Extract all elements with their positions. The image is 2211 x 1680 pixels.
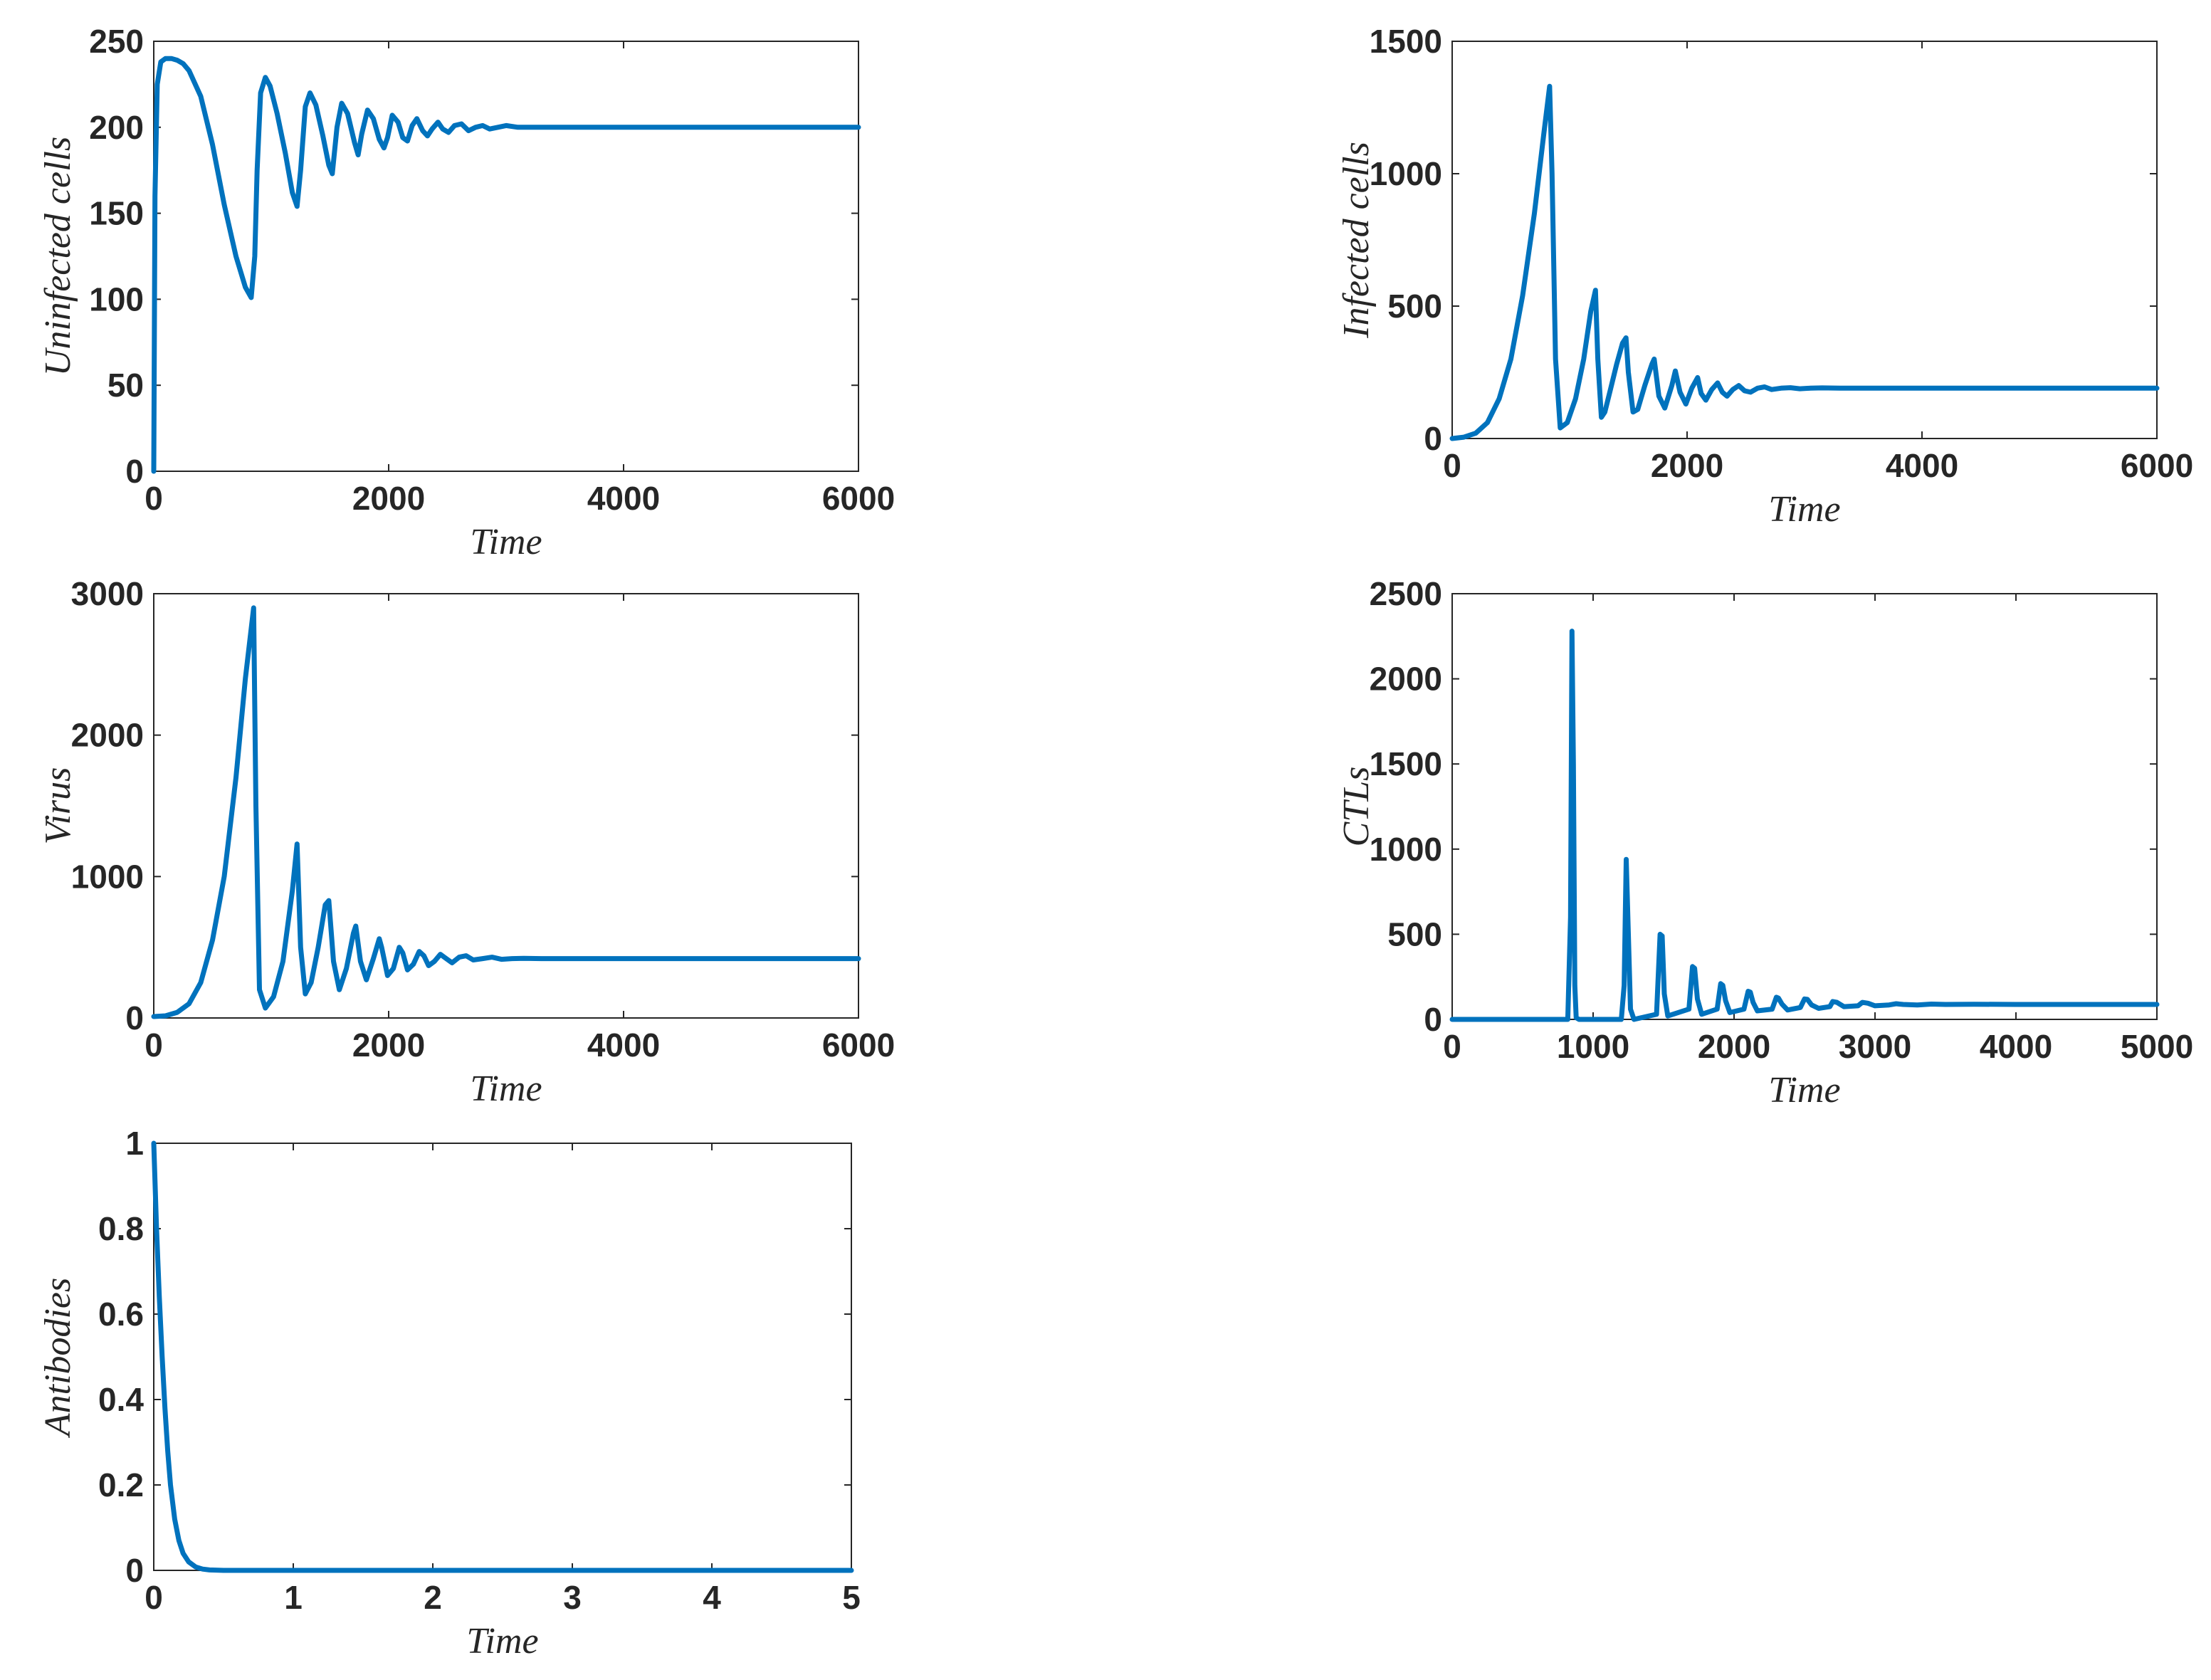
infected-cells-x-axis-label: Time bbox=[1768, 489, 1840, 530]
infected-cells-plot-frame bbox=[1451, 41, 2158, 439]
ctls-y-tick-label: 0 bbox=[1424, 1001, 1442, 1038]
ctls-y-tick-label: 1000 bbox=[1370, 831, 1442, 868]
antibodies-plot-frame bbox=[153, 1143, 852, 1571]
virus-x-tick-label: 2000 bbox=[352, 1027, 425, 1064]
virus-x-tick-label: 0 bbox=[145, 1027, 163, 1064]
infected-cells-y-axis-label: Infected cells bbox=[1336, 142, 1377, 339]
virus-plot-frame bbox=[153, 593, 859, 1019]
infected-cells-y-tick-label: 0 bbox=[1424, 420, 1442, 457]
ctls-x-axis-label: Time bbox=[1768, 1070, 1840, 1111]
virus-y-tick-label: 1000 bbox=[71, 858, 144, 895]
ctls-x-tick-label: 0 bbox=[1443, 1028, 1461, 1065]
ctls-y-tick-label: 2500 bbox=[1370, 575, 1442, 612]
antibodies-y-tick-label: 0.2 bbox=[98, 1466, 144, 1503]
uninfected-cells-y-tick-label: 0 bbox=[125, 453, 144, 490]
virus-y-tick-label: 3000 bbox=[71, 575, 144, 612]
infected-cells-y-tick-label: 500 bbox=[1387, 288, 1442, 325]
infected-cells-panel: 0 2000 4000 6000 0 500 1000 1500 Time Infected ce… bbox=[1336, 23, 2193, 530]
virus-y-axis-label: Virus bbox=[38, 767, 78, 845]
ctls-x-tick-label: 2000 bbox=[1698, 1028, 1770, 1065]
infected-cells-x-tick-label: 6000 bbox=[2121, 447, 2193, 484]
uninfected-cells-y-tick-label: 150 bbox=[89, 195, 144, 232]
infected-cells-x-tick-label: 2000 bbox=[1651, 447, 1723, 484]
virus-series-line bbox=[151, 605, 861, 1019]
virus-y-tick-label: 0 bbox=[125, 999, 144, 1036]
uninfected-cells-y-axis-label: Uninfected cells bbox=[38, 137, 78, 376]
infected-cells-x-tick-label: 4000 bbox=[1886, 447, 1958, 484]
ctls-x-tick-label: 4000 bbox=[1980, 1028, 2052, 1065]
virus-panel: 0 2000 4000 6000 0 1000 2000 3000 Time Virus bbox=[38, 575, 895, 1109]
virus-x-axis-label: Time bbox=[470, 1069, 542, 1109]
uninfected-cells-y-tick-label: 50 bbox=[107, 367, 144, 404]
ctls-y-tick-label: 2000 bbox=[1370, 661, 1442, 698]
uninfected-cells-y-tick-label: 250 bbox=[89, 23, 144, 60]
antibodies-series-line bbox=[151, 1140, 854, 1573]
uninfected-cells-x-tick-label: 6000 bbox=[822, 480, 895, 517]
ctls-y-axis-label: CTLs bbox=[1336, 767, 1377, 847]
uninfected-cells-x-tick-label: 0 bbox=[145, 480, 163, 517]
antibodies-y-tick-label: 0.8 bbox=[98, 1210, 144, 1247]
uninfected-cells-series-line bbox=[151, 56, 861, 474]
antibodies-x-axis-label: Time bbox=[466, 1621, 538, 1661]
infected-cells-series-line bbox=[1449, 83, 2160, 441]
virus-x-tick-label: 4000 bbox=[587, 1027, 660, 1064]
antibodies-y-tick-label: 0.6 bbox=[98, 1296, 144, 1333]
ctls-x-tick-label: 3000 bbox=[1839, 1028, 1911, 1065]
antibodies-y-tick-label: 0.4 bbox=[98, 1381, 144, 1418]
ctls-x-tick-label: 1000 bbox=[1557, 1028, 1629, 1065]
antibodies-x-tick-label: 2 bbox=[424, 1579, 442, 1616]
uninfected-cells-x-tick-label: 2000 bbox=[352, 480, 425, 517]
infected-cells-y-tick-label: 1500 bbox=[1370, 23, 1442, 60]
uninfected-cells-y-tick-label: 100 bbox=[89, 280, 144, 317]
infected-cells-y-tick-label: 1000 bbox=[1370, 155, 1442, 192]
infected-cells-x-tick-label: 0 bbox=[1443, 447, 1461, 484]
uninfected-cells-y-tick-label: 200 bbox=[89, 109, 144, 146]
antibodies-x-tick-label: 5 bbox=[842, 1579, 861, 1616]
antibodies-y-axis-label: Antibodies bbox=[38, 1278, 78, 1438]
antibodies-x-tick-label: 1 bbox=[284, 1579, 303, 1616]
uninfected-cells-x-tick-label: 4000 bbox=[587, 480, 660, 517]
antibodies-panel: 0 1 2 3 4 5 0 0.2 0.4 0.6 0.8 1 Time Antibodies bbox=[38, 1125, 861, 1661]
antibodies-y-tick-label: 0 bbox=[125, 1552, 144, 1589]
antibodies-y-tick-label: 1 bbox=[125, 1125, 144, 1162]
uninfected-cells-panel: 0 2000 4000 6000 0 50 100 150 200 250 Time Uninfect… bbox=[38, 23, 895, 562]
ctls-plot-frame bbox=[1451, 593, 2158, 1020]
antibodies-x-tick-label: 0 bbox=[145, 1579, 163, 1616]
ctls-series-line bbox=[1449, 629, 2160, 1022]
uninfected-cells-x-axis-label: Time bbox=[470, 522, 542, 562]
ctls-panel: 0 1000 2000 3000 4000 5000 0 500 1000 1500 2000 250… bbox=[1336, 575, 2193, 1111]
ctls-y-tick-label: 1500 bbox=[1370, 745, 1442, 782]
ctls-y-tick-label: 500 bbox=[1387, 915, 1442, 952]
antibodies-x-tick-label: 4 bbox=[703, 1579, 721, 1616]
antibodies-x-tick-label: 3 bbox=[563, 1579, 582, 1616]
virus-y-tick-label: 2000 bbox=[71, 717, 144, 754]
ctls-x-tick-label: 5000 bbox=[2121, 1028, 2193, 1065]
uninfected-cells-plot-frame bbox=[153, 41, 859, 472]
virus-x-tick-label: 6000 bbox=[822, 1027, 895, 1064]
